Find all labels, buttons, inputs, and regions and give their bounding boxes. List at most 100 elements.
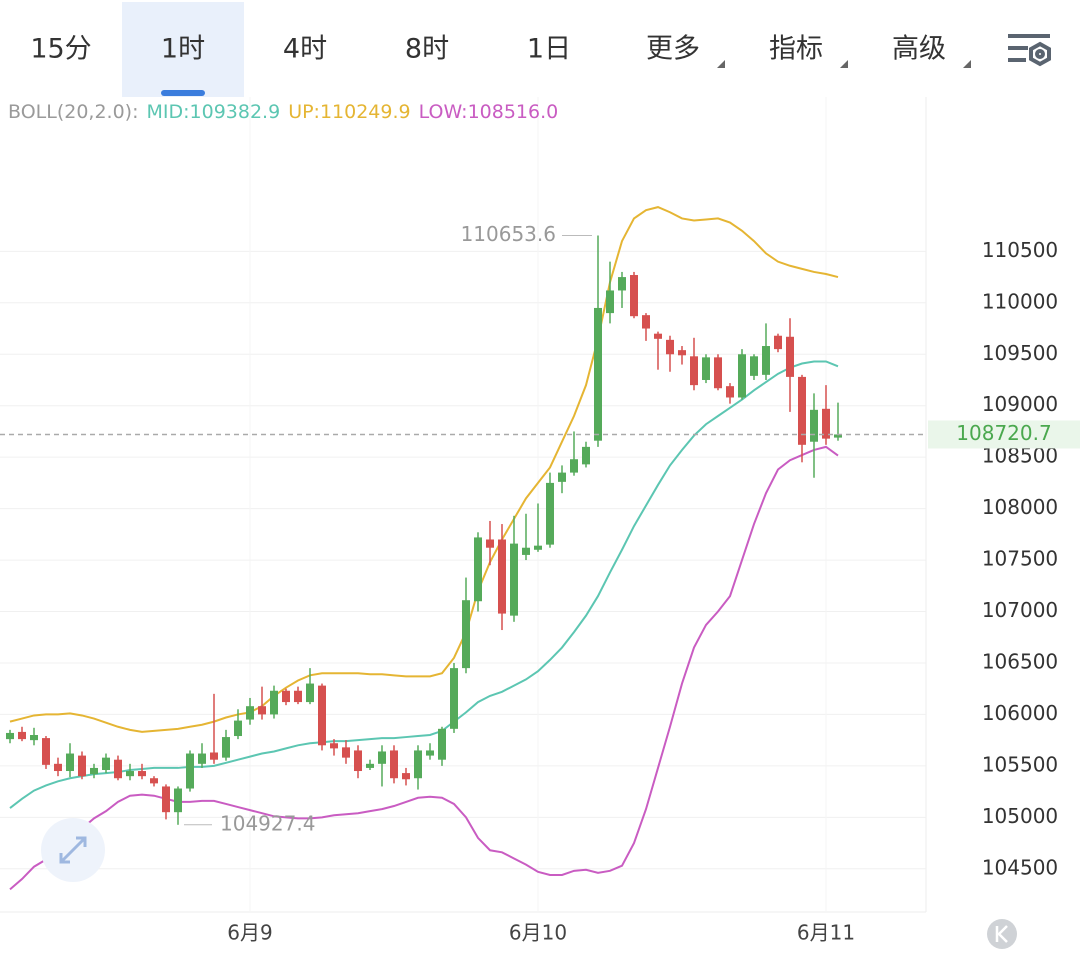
candle-body — [642, 315, 650, 329]
indicator-lines — [9, 206, 839, 891]
candle-body — [258, 706, 266, 715]
toolbar: 15分 1时 4时 8时 1日 更多 指标 高级 — [30, 2, 971, 97]
legend-entry: LOW:108516.0 — [419, 101, 559, 123]
candle-body — [270, 690, 278, 715]
candle-body — [402, 773, 410, 780]
icon-hex — [1029, 41, 1051, 67]
candle-body — [342, 747, 350, 758]
last-price-label: 108720.7 — [956, 421, 1051, 445]
reset-button[interactable] — [987, 919, 1017, 949]
candle-body — [654, 333, 662, 339]
x-tick-label: 6月9 — [227, 921, 272, 945]
candle-body — [198, 753, 206, 764]
candle-body — [618, 277, 626, 291]
candle-body — [414, 750, 422, 779]
legend-entry: MID:109382.9 — [147, 101, 281, 123]
indicator-legend: BOLL(20,2.0): MID:109382.9 UP:110249.9 LOW:… — [8, 101, 558, 123]
settings-icon[interactable] — [1008, 34, 1051, 67]
dropdown-caret — [840, 60, 848, 68]
candle-body — [558, 472, 566, 482]
candle-body — [810, 409, 818, 442]
y-tick-label: 107500 — [982, 547, 1058, 571]
candle-body — [378, 751, 386, 764]
candle-body — [594, 307, 602, 441]
candle-body — [630, 275, 638, 317]
candle-body — [210, 752, 218, 760]
candle-body — [690, 356, 698, 386]
tab[interactable]: 1时 — [161, 34, 205, 65]
candle-body — [366, 763, 374, 768]
candle-body — [102, 757, 110, 770]
tab[interactable]: 1日 — [527, 34, 571, 65]
candle-body — [486, 539, 494, 548]
candle-body — [606, 290, 614, 314]
candle-body — [306, 683, 314, 703]
tab[interactable]: 更多 — [646, 34, 700, 65]
candle-body — [174, 788, 182, 813]
y-tick-label: 110500 — [982, 238, 1058, 262]
candle-body — [114, 759, 122, 779]
reset-glyph — [995, 925, 1008, 943]
candles — [6, 235, 842, 825]
grid: 104500 105000 105500 106000 106500 107000 1075… — [0, 97, 1058, 945]
tab[interactable]: 4时 — [283, 34, 327, 65]
zoom-arrows — [59, 836, 87, 864]
max-label: 110653.6 — [461, 222, 556, 246]
candle-body — [510, 543, 518, 616]
y-tick-label: 107000 — [982, 598, 1058, 622]
icon-dot — [1035, 49, 1045, 59]
zoom-arrow-head — [59, 853, 70, 864]
candle-body — [186, 753, 194, 789]
candle-body — [246, 706, 254, 720]
zoom-arrow — [59, 836, 87, 864]
candle-body — [150, 778, 158, 784]
candle-body — [222, 737, 230, 758]
boll-line — [9, 206, 839, 733]
dropdown-caret — [963, 60, 971, 68]
candle-body — [66, 753, 74, 772]
candle-body — [774, 335, 782, 350]
last-price-tag — [928, 420, 1080, 449]
candle-body — [162, 786, 170, 813]
candle-body — [762, 346, 770, 375]
candle-body — [546, 482, 554, 545]
candle-body — [798, 376, 806, 445]
candle-body — [54, 763, 62, 772]
candle-body — [498, 539, 506, 614]
indicator-title: BOLL(20,2.0): — [8, 101, 139, 123]
candle-body — [666, 339, 674, 355]
candle-body — [462, 600, 470, 669]
candle-body — [138, 771, 146, 777]
candle-body — [738, 354, 746, 398]
candle-body — [726, 386, 734, 398]
candle-body — [90, 767, 98, 775]
candle-body — [30, 735, 38, 741]
y-tick-label: 108000 — [982, 495, 1058, 519]
tab[interactable]: 高级 — [892, 34, 946, 65]
candle-body — [522, 547, 530, 555]
zoom-arrow-head — [76, 836, 87, 847]
candle-body — [834, 434, 842, 438]
candle-body — [282, 690, 290, 703]
candle-body — [330, 743, 338, 749]
x-tick-label: 6月11 — [797, 921, 855, 945]
candle-body — [678, 350, 686, 356]
dropdown-caret — [717, 60, 725, 68]
y-tick-label: 105500 — [982, 752, 1058, 776]
tab[interactable]: 15分 — [30, 34, 91, 65]
candle-body — [294, 690, 302, 703]
candle-body — [534, 545, 542, 550]
candle-body — [234, 720, 242, 737]
y-tick-label: 104500 — [982, 855, 1058, 879]
y-tick-label: 105000 — [982, 804, 1058, 828]
candle-body — [42, 738, 50, 765]
y-tick-label: 109000 — [982, 392, 1058, 416]
tab[interactable]: 指标 — [769, 34, 823, 65]
candle-body — [570, 459, 578, 473]
tab[interactable]: 8时 — [405, 34, 449, 65]
boll-line — [9, 360, 839, 809]
candle-body — [126, 771, 134, 777]
zoom-button[interactable] — [41, 818, 105, 882]
